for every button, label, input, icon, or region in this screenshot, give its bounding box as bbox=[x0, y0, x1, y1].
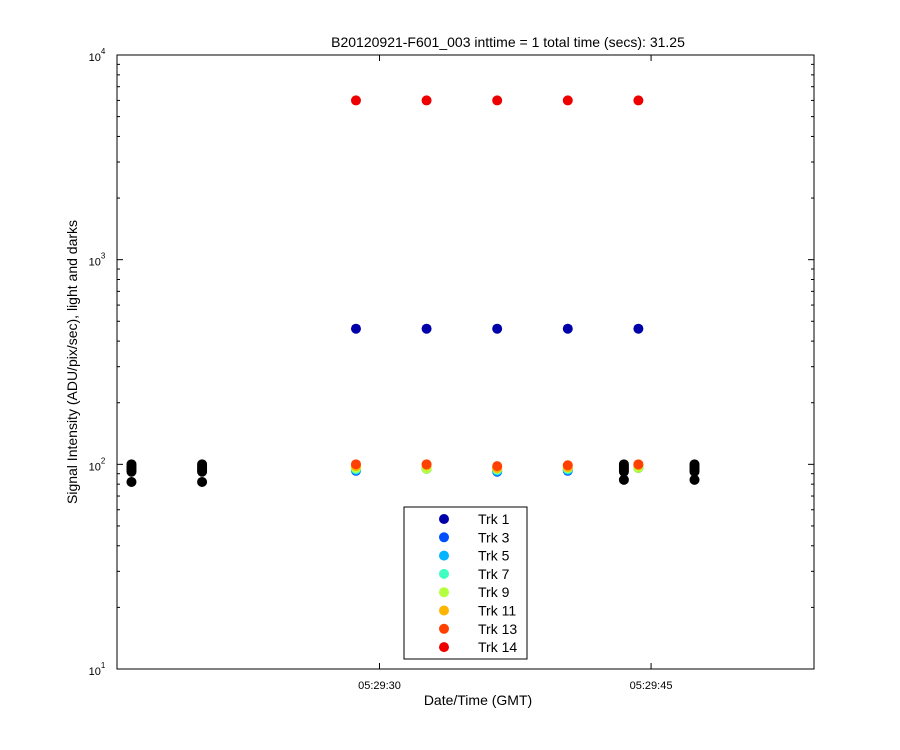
legend-label: Trk 1 bbox=[478, 511, 510, 527]
data-point bbox=[633, 459, 644, 470]
legend-box bbox=[403, 506, 528, 660]
legend-marker bbox=[439, 605, 449, 616]
x-axis: 05:29:30 05:29:45 bbox=[358, 55, 672, 692]
chart-title: B20120921-F601_003 inttime = 1 total tim… bbox=[331, 34, 685, 50]
dark-point bbox=[618, 466, 629, 477]
data-point bbox=[350, 459, 361, 470]
data-points bbox=[126, 95, 700, 487]
legend-label: Trk 7 bbox=[478, 566, 510, 582]
data-point bbox=[492, 461, 503, 472]
data-point bbox=[421, 459, 432, 470]
y-axis-label: Signal Intensity (ADU/pix/sec), light an… bbox=[64, 220, 80, 504]
legend-marker bbox=[439, 532, 449, 543]
data-point bbox=[492, 95, 503, 106]
legend-label: Trk 5 bbox=[478, 548, 510, 564]
legend-label: Trk 11 bbox=[478, 603, 516, 619]
y-axis: 101 102 103 104 bbox=[89, 47, 814, 678]
dark-point bbox=[689, 474, 700, 485]
y-tick-label: 103 bbox=[89, 252, 106, 269]
data-point bbox=[633, 323, 644, 334]
legend-marker bbox=[439, 514, 449, 524]
y-tick-label: 104 bbox=[89, 47, 106, 64]
dark-point bbox=[126, 466, 137, 477]
legend: Trk 1 Trk 3 Trk 5 Trk 7 Trk 9 Trk 11 Trk 13 Trk… bbox=[403, 506, 528, 660]
data-point bbox=[562, 460, 573, 471]
dark-point bbox=[689, 466, 700, 477]
legend-label: Trk 13 bbox=[478, 621, 517, 637]
legend-label: Trk 3 bbox=[478, 529, 510, 545]
data-point bbox=[492, 323, 503, 334]
legend-marker bbox=[439, 623, 449, 634]
data-point bbox=[350, 95, 361, 106]
legend-marker bbox=[439, 550, 449, 561]
data-point bbox=[633, 95, 644, 106]
legend-marker bbox=[439, 587, 449, 598]
legend-label: Trk 9 bbox=[478, 584, 510, 600]
data-point bbox=[562, 323, 573, 334]
x-axis-label: Date/Time (GMT) bbox=[424, 692, 532, 708]
dark-point bbox=[197, 476, 208, 487]
data-point bbox=[562, 95, 573, 106]
dark-point bbox=[197, 466, 208, 477]
x-tick-label: 05:29:30 bbox=[358, 680, 401, 692]
y-tick-label: 101 bbox=[89, 661, 106, 678]
data-point bbox=[350, 323, 361, 334]
data-point bbox=[421, 323, 432, 334]
data-point bbox=[421, 95, 432, 106]
legend-marker bbox=[439, 568, 449, 579]
x-tick-label: 05:29:45 bbox=[630, 680, 673, 692]
y-tick-label: 102 bbox=[89, 456, 106, 473]
dark-point bbox=[618, 474, 629, 485]
legend-marker bbox=[439, 642, 449, 653]
dark-point bbox=[126, 476, 137, 487]
legend-label: Trk 14 bbox=[478, 639, 517, 655]
